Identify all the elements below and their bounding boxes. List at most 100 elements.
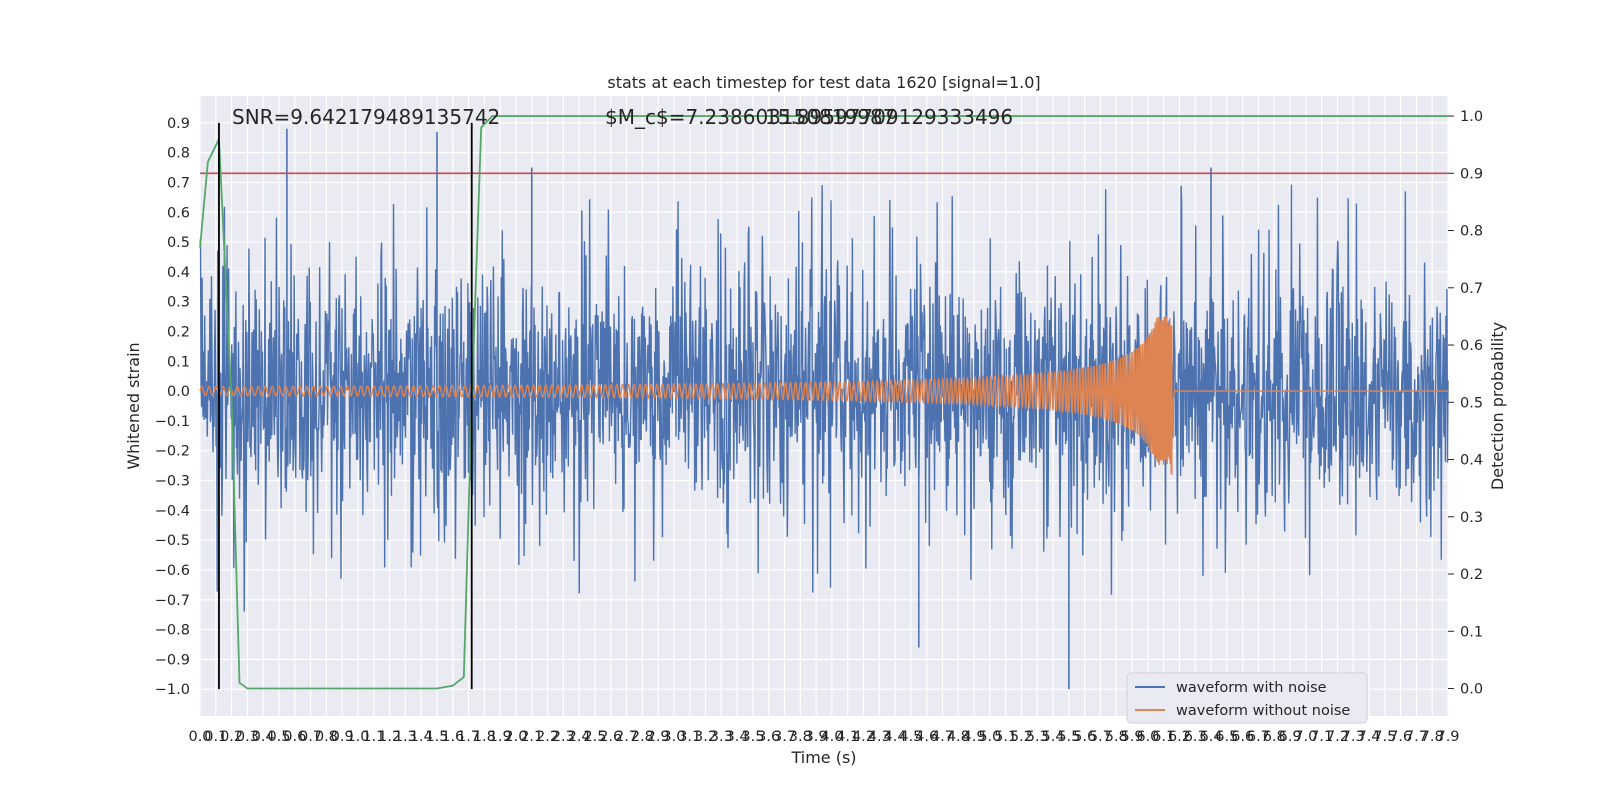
- y2-tick-label: 0.8: [1460, 224, 1483, 240]
- x-tick-label: 5.5: [1057, 729, 1080, 745]
- x-tick-label: 0.8: [315, 729, 338, 745]
- x-tick-label: 7.9: [1436, 729, 1459, 745]
- y-tick-label: −0.8: [155, 623, 190, 639]
- x-tick-label: 6.3: [1184, 729, 1207, 745]
- legend-box: [1126, 672, 1368, 724]
- y2-tick-label: 0.0: [1460, 682, 1483, 698]
- x-tick-label: 6.2: [1168, 729, 1191, 745]
- x-tick-label: 1.2: [378, 729, 401, 745]
- y-tick-label: 0.4: [167, 265, 190, 281]
- x-tick-label: 5.8: [1105, 729, 1128, 745]
- x-tick-label: 2.4: [568, 729, 591, 745]
- x-tick-label: 1.5: [425, 729, 448, 745]
- legend: waveform with noise waveform without noi…: [1126, 672, 1368, 724]
- y-tick-label: −0.4: [155, 503, 190, 519]
- y-tick-label: −0.7: [155, 593, 190, 609]
- x-tick-label: 7.5: [1373, 729, 1396, 745]
- x-tick-label: 4.7: [931, 729, 954, 745]
- x-tick-label: 2.2: [536, 729, 559, 745]
- y-tick-label: 0.7: [167, 175, 190, 191]
- y2-tick-label: 0.5: [1460, 395, 1483, 411]
- y2-tick-label: 0.2: [1460, 567, 1483, 583]
- x-tick-label: 5.2: [1010, 729, 1033, 745]
- x-tick-label: 5.1: [994, 729, 1017, 745]
- x-tick-label: 3.6: [757, 729, 780, 745]
- x-tick-label: 0.3: [236, 729, 259, 745]
- annotation-chirp-mass: $M_c$=7.238603150819987: [605, 105, 895, 129]
- x-tick-label: 0.1: [204, 729, 227, 745]
- y-tick-label: 0.9: [167, 116, 190, 132]
- x-tick-label: 0.2: [220, 729, 243, 745]
- y-tick-label: 0.2: [167, 324, 190, 340]
- x-tick-label: 4.5: [899, 729, 922, 745]
- y-tick-label: −0.3: [155, 474, 190, 490]
- x-tick-label: 6.6: [1231, 729, 1254, 745]
- x-tick-label: 5.7: [1089, 729, 1112, 745]
- x-tick-label: 1.0: [346, 729, 369, 745]
- x-tick-label: 2.7: [615, 729, 638, 745]
- x-tick-label: 1.6: [441, 729, 464, 745]
- series-detection-probability: [199, 115, 1448, 690]
- x-tick-label: 5.9: [1121, 729, 1144, 745]
- x-tick-label: 6.7: [1247, 729, 1270, 745]
- y-tick-label: 0.5: [167, 235, 190, 251]
- x-tick-label: 5.0: [978, 729, 1001, 745]
- x-tick-label: 1.1: [362, 729, 385, 745]
- x-tick-label: 4.8: [947, 729, 970, 745]
- y-tick-label: −0.5: [155, 533, 190, 549]
- y-tick-label: −1.0: [155, 682, 190, 698]
- annotation-snr: SNR=9.642179489135742: [232, 105, 500, 129]
- y2-tick-label: 0.7: [1460, 281, 1483, 297]
- clean-trace: [199, 316, 1448, 468]
- x-tick-label: 1.7: [457, 729, 480, 745]
- x-tick-label: 4.6: [915, 729, 938, 745]
- x-tick-label: 7.1: [1310, 729, 1333, 745]
- y-axis-label: Whitened strain: [124, 342, 143, 469]
- x-tick-label: 3.3: [710, 729, 733, 745]
- x-tick-label: 5.4: [1042, 729, 1065, 745]
- x-tick-label: 3.1: [678, 729, 701, 745]
- y-tick-label: 0.1: [167, 354, 190, 370]
- x-tick-label: 6.4: [1200, 729, 1223, 745]
- x-tick-label: 5.6: [1073, 729, 1096, 745]
- x-tick-label: 2.3: [552, 729, 575, 745]
- y2-tick-label: 0.1: [1460, 624, 1483, 640]
- x-tick-label: 3.0: [662, 729, 685, 745]
- annotation-value: 15.89597709129333496: [765, 105, 1013, 129]
- x-tick-label: 1.9: [489, 729, 512, 745]
- x-tick-label: 5.3: [1026, 729, 1049, 745]
- x-tick-label: 4.2: [852, 729, 875, 745]
- x-tick-label: 6.8: [1263, 729, 1286, 745]
- y-tick-label: −0.1: [155, 414, 190, 430]
- x-tick-label: 3.7: [773, 729, 796, 745]
- x-tick-label: 4.0: [820, 729, 843, 745]
- x-tick-label: 4.9: [963, 729, 986, 745]
- x-tick-label: 2.6: [599, 729, 622, 745]
- x-axis-label: Time (s): [790, 748, 856, 767]
- y-tick-label: 0.6: [167, 205, 190, 221]
- x-tick-label: 3.5: [741, 729, 764, 745]
- chart-title: stats at each timestep for test data 162…: [607, 73, 1040, 92]
- x-tick-label: 2.5: [583, 729, 606, 745]
- x-tick-label: 7.3: [1342, 729, 1365, 745]
- x-tick-label: 1.8: [473, 729, 496, 745]
- y-tick-label: 0.8: [167, 146, 190, 162]
- x-tick-label: 4.1: [836, 729, 859, 745]
- x-tick-label: 3.9: [805, 729, 828, 745]
- x-tick-label: 3.4: [726, 729, 749, 745]
- y2-axis-ticks: 1.0 0.9 0.8 0.7 0.6 0.5 0.4 0.3 0.2 0.1 0.0: [1448, 109, 1483, 698]
- y2-tick-label: 1.0: [1460, 109, 1483, 125]
- y-axis-ticks: 0.9 0.8 0.7 0.6 0.5 0.4 0.3 0.2 0.1 0.0 −0.1 −0.2 −0…: [155, 116, 190, 698]
- x-tick-label: 7.4: [1357, 729, 1380, 745]
- x-tick-label: 2.0: [504, 729, 527, 745]
- x-tick-label: 3.2: [694, 729, 717, 745]
- x-tick-label: 0.7: [299, 729, 322, 745]
- x-tick-label: 7.8: [1421, 729, 1444, 745]
- x-tick-label: 6.5: [1215, 729, 1238, 745]
- series-waveform-without-noise: [199, 316, 1448, 475]
- x-tick-label: 6.0: [1136, 729, 1159, 745]
- probability-line: [199, 115, 1448, 690]
- x-tick-label: 1.3: [394, 729, 417, 745]
- x-tick-label: 0.6: [283, 729, 306, 745]
